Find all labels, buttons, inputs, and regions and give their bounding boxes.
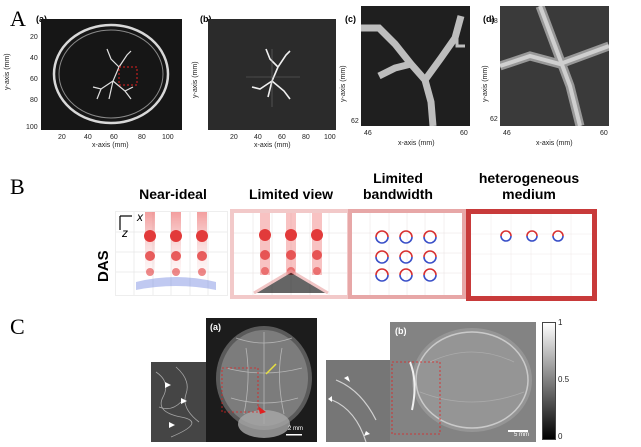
das-panel-heterogeneous-medium	[466, 209, 597, 301]
das-limited-view-image	[234, 213, 347, 295]
panel-a-b-xtick: 80	[302, 134, 310, 141]
limited-view-reconstruction-image	[208, 19, 336, 130]
panel-a-d-ytick: 62	[490, 116, 498, 123]
panel-a-c-ylabel: y-axis (mm)	[340, 65, 347, 102]
panel-a-c-label: (c)	[345, 14, 356, 24]
das-panel-limited-bandwidth	[348, 209, 466, 299]
column-title-near-ideal: Near-ideal	[139, 186, 207, 202]
panel-a-d-ylabel: y-axis (mm)	[482, 65, 489, 102]
column-title-limited-view: Limited view	[248, 186, 334, 202]
panel-a-a-ytick: 100	[26, 124, 38, 131]
panel-a-b-xtick: 40	[254, 134, 262, 141]
panel-a-a-ytick: 80	[30, 97, 38, 104]
panel-c-b-image	[390, 322, 536, 442]
panel-a-d-xtick: 60	[600, 130, 608, 137]
row-label-das: DAS	[95, 250, 112, 282]
brain-zoom-inset-image	[151, 362, 206, 442]
panel-a-a-ytick: 60	[30, 76, 38, 83]
colorbar-min-label: 0	[558, 432, 563, 441]
panel-a-b-xtick: 100	[324, 134, 336, 141]
das-heterogeneous-medium-image	[471, 214, 592, 296]
panel-a-a-ylabel: y-axis (mm)	[4, 53, 11, 90]
panel-a-a-xtick: 80	[138, 134, 146, 141]
skull-zoom-inset-image	[326, 360, 390, 443]
panel-c-a-label: (a)	[210, 322, 221, 332]
panel-a-a-xtick: 100	[162, 134, 174, 141]
das-near-ideal-image	[116, 212, 227, 295]
panel-a-d-xtick: 46	[503, 130, 511, 137]
panel-a-b-image	[208, 19, 336, 130]
panel-a-a-xlabel: x-axis (mm)	[92, 142, 129, 149]
reconstruction-zoom-image	[498, 4, 611, 128]
panel-c-b-scale-label: 5 mm	[514, 432, 529, 438]
column-title-heterogeneous-medium: heterogeneous medium	[478, 170, 580, 202]
panel-c-a-image	[206, 318, 317, 442]
brain-reconstruction-image	[206, 318, 317, 442]
colorbar	[542, 322, 556, 440]
panel-a-c-xtick: 46	[364, 130, 372, 137]
das-panel-near-ideal	[115, 211, 228, 296]
panel-c-b-label: (b)	[395, 326, 407, 336]
section-letter-c: C	[10, 314, 25, 339]
panel-a-a-ytick: 40	[30, 55, 38, 62]
panel-a-c-image	[361, 6, 470, 127]
panel-c-a-scale-label: 2 mm	[288, 426, 303, 432]
section-letter-b: B	[10, 174, 25, 199]
panel-c-b-zoom-inset	[326, 360, 390, 443]
skull-reconstruction-image	[390, 322, 536, 442]
das-limited-bandwidth-image	[352, 213, 462, 295]
section-letter-a: A	[10, 6, 26, 31]
colorbar-mid-label: 0.5	[558, 375, 570, 384]
panel-a-a-xtick: 60	[110, 134, 118, 141]
das-panel-limited-view	[230, 209, 351, 299]
panel-a-c-xlabel: x-axis (mm)	[398, 140, 435, 147]
axis-x-label: x	[137, 210, 143, 224]
panel-a-a-ytick: 20	[30, 34, 38, 41]
panel-a-c-xtick: 60	[460, 130, 468, 137]
axis-z-label: z	[122, 226, 128, 240]
panel-a-b-ylabel: y-axis (mm)	[192, 61, 199, 98]
ground-truth-zoom-image	[361, 6, 470, 127]
panel-c-a-zoom-inset	[151, 362, 206, 442]
panel-a-a-xtick: 40	[84, 134, 92, 141]
colorbar-max-label: 1	[558, 318, 563, 327]
column-title-limited-bandwidth: Limited bandwidth	[363, 170, 433, 202]
panel-a-b-xtick: 60	[278, 134, 286, 141]
panel-a-b-xtick: 20	[230, 134, 238, 141]
panel-a-b-label: (b)	[200, 14, 212, 24]
vessel-phantom-image	[41, 19, 182, 130]
panel-a-d-ytick: 48	[490, 18, 498, 25]
panel-a-b-xlabel: x-axis (mm)	[254, 142, 291, 149]
panel-a-a-xtick: 20	[58, 134, 66, 141]
panel-a-d-label: (d)	[483, 14, 495, 24]
panel-a-c-ytick: 62	[351, 118, 359, 125]
panel-a-d-image	[498, 4, 611, 128]
panel-a-a-image	[41, 19, 182, 130]
panel-a-d-xlabel: x-axis (mm)	[536, 140, 573, 147]
